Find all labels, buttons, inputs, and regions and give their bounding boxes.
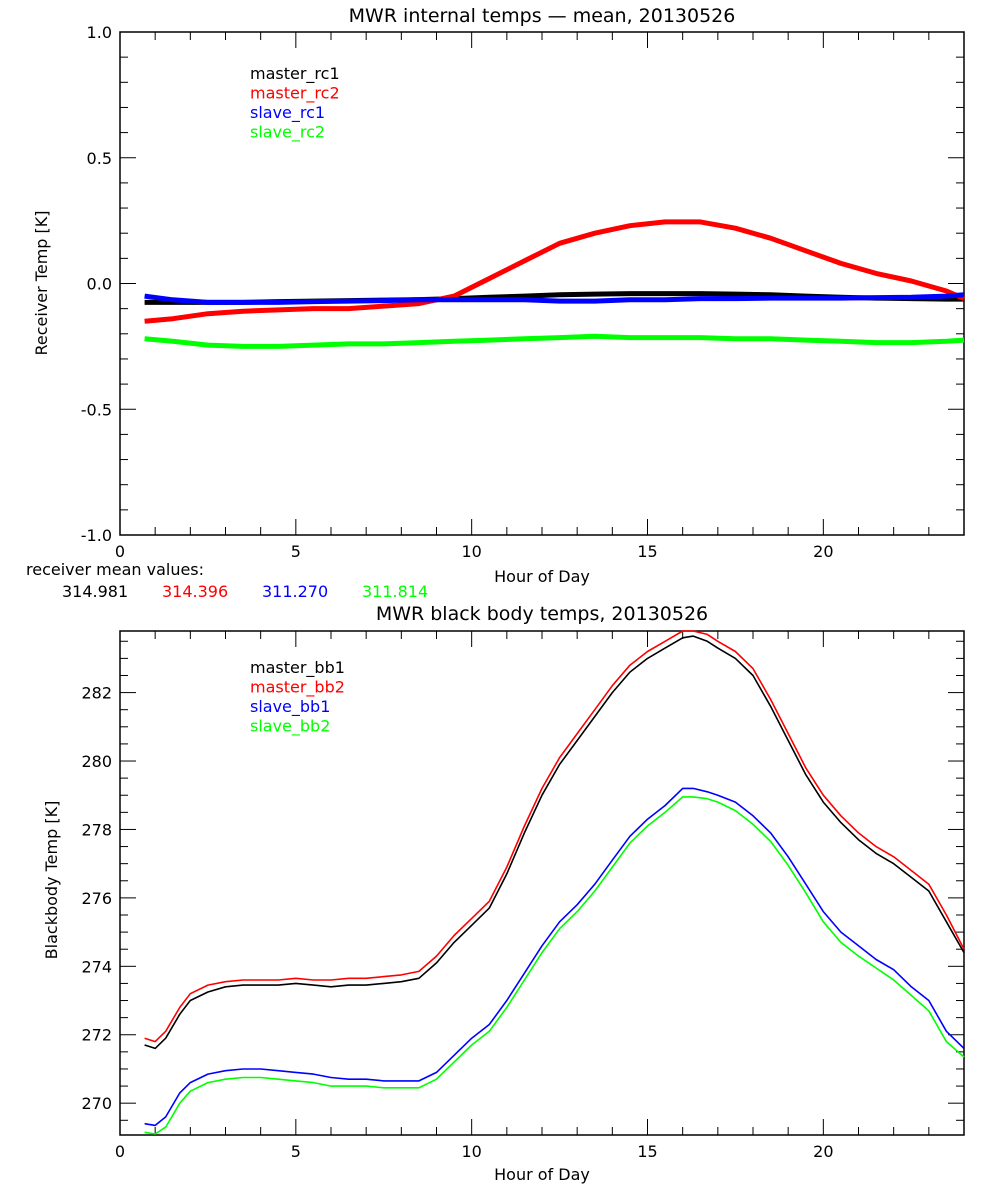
chart-title: MWR black body temps, 20130526 bbox=[376, 603, 708, 625]
series-line-slave-rc1 bbox=[144, 292, 965, 305]
x-tick-label: 10 bbox=[461, 542, 481, 561]
x-tick-label: 15 bbox=[637, 1142, 657, 1161]
y-tick-label: 278 bbox=[81, 820, 112, 839]
receiver-mean-value: 311.814 bbox=[362, 582, 428, 601]
y-tick-label: -0.5 bbox=[81, 400, 112, 419]
series-lines bbox=[144, 630, 965, 1135]
legend-entry-slave-bb2: slave_bb2 bbox=[250, 717, 330, 737]
y-axis-label: Receiver Temp [K] bbox=[32, 210, 51, 355]
y-tick-label: 280 bbox=[81, 752, 112, 771]
x-axis-label: Hour of Day bbox=[494, 567, 590, 586]
legend-entry-slave-bb1: slave_bb1 bbox=[250, 697, 330, 717]
x-tick-label: 0 bbox=[115, 1142, 125, 1161]
y-tick-label: 276 bbox=[81, 889, 112, 908]
receiver-mean-value: 314.396 bbox=[162, 582, 228, 601]
series-line-slave-bb1 bbox=[144, 787, 965, 1127]
series-line-master-bb2 bbox=[144, 630, 965, 1043]
y-tick-label: 282 bbox=[81, 684, 112, 703]
x-tick-label: 20 bbox=[813, 542, 833, 561]
y-tick-label: 0.5 bbox=[87, 149, 112, 168]
series-line-master-rc2 bbox=[144, 219, 965, 324]
y-tick-label: 272 bbox=[81, 1026, 112, 1045]
receiver-mean-value: 311.270 bbox=[262, 582, 328, 601]
x-axis-label: Hour of Day bbox=[494, 1165, 590, 1184]
blackbody-temps-chart: MWR black body temps, 20130526 0 5 10 15 20 2… bbox=[42, 603, 965, 1184]
series-line-master-bb1 bbox=[144, 635, 965, 1050]
y-tick-label: 1.0 bbox=[87, 23, 112, 42]
x-tick-label: 10 bbox=[461, 1142, 481, 1161]
receiver-mean-label: receiver mean values: bbox=[26, 560, 204, 579]
series-line-slave-rc2 bbox=[144, 333, 965, 349]
legend-entry-master-rc1: master_rc1 bbox=[250, 64, 340, 84]
chart-title: MWR internal temps — mean, 20130526 bbox=[349, 5, 736, 27]
x-tick-label: 15 bbox=[637, 542, 657, 561]
legend-entry-slave-rc2: slave_rc2 bbox=[250, 123, 325, 143]
x-tick-label: 5 bbox=[291, 1142, 301, 1161]
axis-ticks: 0 5 10 15 20 270 272 274 276 278 280 282 bbox=[81, 631, 965, 1161]
receiver-mean-value: 314.981 bbox=[62, 582, 128, 601]
legend-entry-master-bb2: master_bb2 bbox=[250, 678, 345, 698]
y-axis-label: Blackbody Temp [K] bbox=[42, 801, 61, 960]
plot-frame bbox=[119, 31, 965, 536]
y-tick-label: -1.0 bbox=[81, 526, 112, 545]
series-line-slave-bb2 bbox=[144, 796, 965, 1135]
axis-ticks: 0 5 10 15 20 1.0 0.5 0.0 -0.5 -1.0 bbox=[81, 23, 965, 561]
receiver-mean-values: 314.981 314.396 311.270 311.814 bbox=[62, 582, 428, 601]
y-tick-label: 0.0 bbox=[87, 275, 112, 294]
y-tick-label: 270 bbox=[81, 1094, 112, 1113]
x-tick-label: 5 bbox=[291, 542, 301, 561]
plot-frame bbox=[119, 630, 965, 1136]
y-tick-label: 274 bbox=[81, 957, 112, 976]
series-lines bbox=[144, 219, 965, 349]
legend-entry-master-bb1: master_bb1 bbox=[250, 658, 345, 678]
legend-entry-slave-rc1: slave_rc1 bbox=[250, 103, 325, 123]
x-tick-label: 0 bbox=[115, 542, 125, 561]
receiver-temps-chart: MWR internal temps — mean, 20130526 0 5 10… bbox=[26, 5, 965, 601]
x-tick-label: 20 bbox=[813, 1142, 833, 1161]
legend-entry-master-rc2: master_rc2 bbox=[250, 84, 340, 104]
